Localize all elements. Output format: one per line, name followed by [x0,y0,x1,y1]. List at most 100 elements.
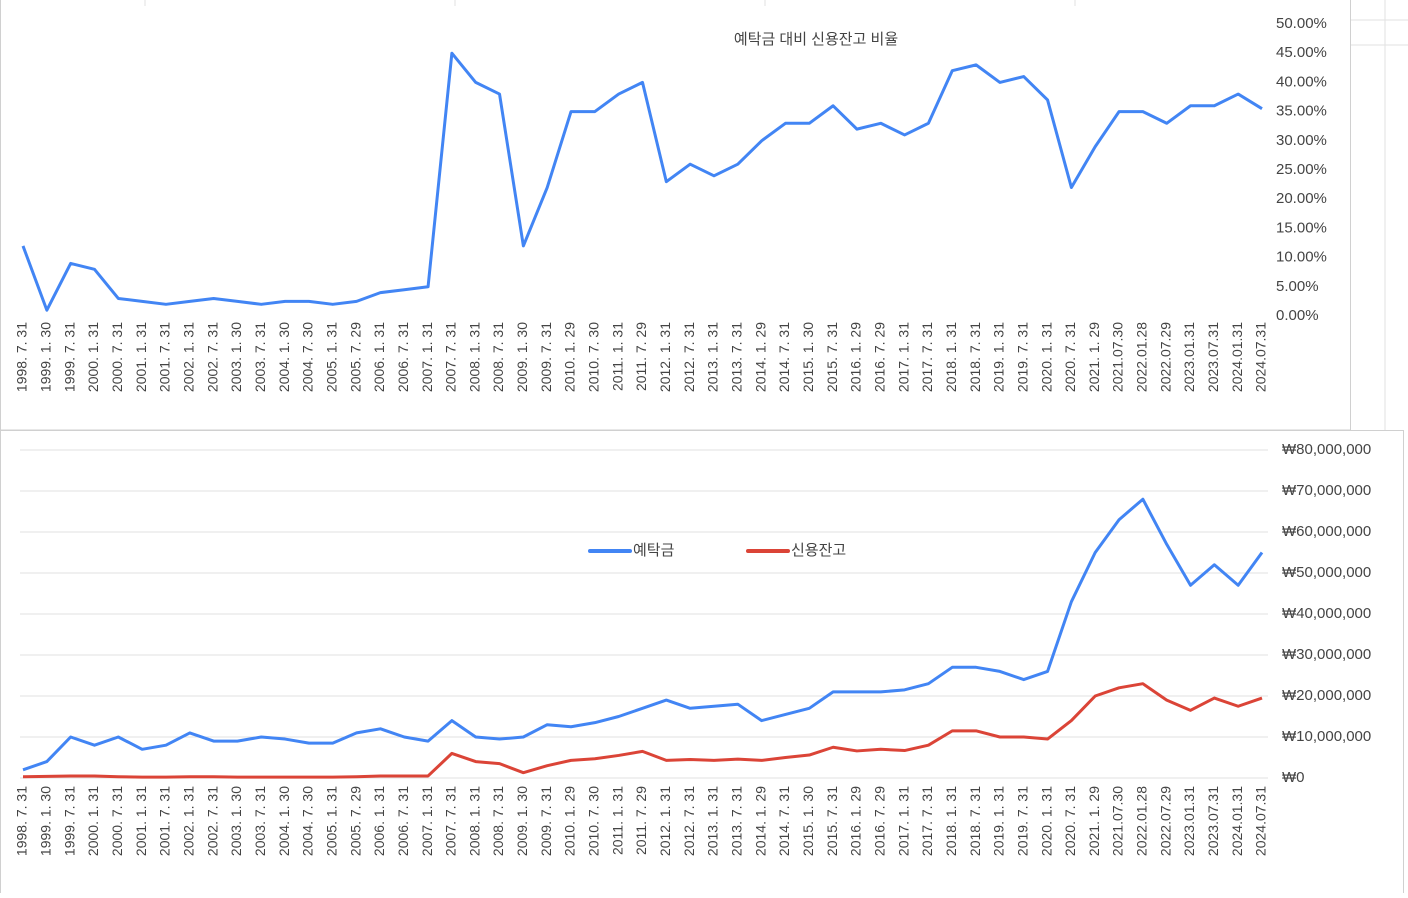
x-tick-label: 2022.07.29 [1157,786,1173,856]
x-tick-label: 2016. 7. 29 [871,322,887,392]
x-tick-label: 2009. 1. 30 [514,322,530,392]
y-tick-label: 30.00% [1276,132,1327,149]
x-tick-label: 2007. 1. 31 [419,322,435,392]
y-tick-label: ₩0 [1282,769,1305,786]
x-tick-label: 2004. 1. 30 [276,786,292,856]
x-tick-label: 2024.01.31 [1229,786,1245,856]
x-tick-label: 2008. 7. 31 [490,322,506,392]
y-tick-label: ₩20,000,000 [1282,687,1371,704]
x-tick-label: 2021.07.30 [1110,322,1126,392]
y-tick-label: 20.00% [1276,190,1327,207]
x-tick-label: 2001. 1. 31 [133,322,149,392]
x-tick-label: 2006. 1. 31 [371,322,387,392]
y-tick-label: ₩30,000,000 [1282,646,1371,663]
data-line [22,682,1263,779]
x-tick-label: 2003. 7. 31 [252,786,268,856]
x-tick-label: 2002. 7. 31 [204,322,220,392]
x-tick-label: 2000. 1. 31 [85,322,101,392]
y-tick-label: 45.00% [1276,44,1327,61]
x-tick-label: 2012. 1. 31 [657,786,673,856]
x-tick-label: 2007. 1. 31 [419,786,435,856]
legend-label: 신용잔고 [791,542,846,559]
x-tick-label: 2022.07.29 [1157,322,1173,392]
y-tick-label: 10.00% [1276,249,1327,266]
x-tick-label: 2023.01.31 [1181,786,1197,856]
x-tick-label: 2012. 1. 31 [657,322,673,392]
y-tick-label: 15.00% [1276,219,1327,236]
x-tick-label: 2014. 1. 29 [752,786,768,856]
x-tick-label: 2016. 7. 29 [871,786,887,856]
data-line [21,51,1263,312]
x-tick-label: 2010. 7. 30 [586,322,602,392]
x-tick-label: 2016. 1. 29 [848,322,864,392]
data-line [22,497,1264,772]
x-tick-label: 1999. 7. 31 [61,322,77,392]
x-tick-label: 2007. 7. 31 [443,786,459,856]
chart-title: 예탁금 대비 신용잔고 비율 [734,31,898,48]
x-tick-label: 2019. 1. 31 [991,786,1007,856]
x-tick-label: 2011. 1. 31 [609,786,625,855]
x-tick-label: 2013. 1. 31 [705,322,721,392]
legend-label: 예탁금 [633,542,675,559]
x-tick-label: 2009. 7. 31 [538,322,554,392]
x-tick-label: 2000. 1. 31 [85,786,101,856]
x-tick-label: 2008. 7. 31 [490,786,506,856]
y-tick-label: ₩50,000,000 [1282,564,1371,581]
y-tick-label: 5.00% [1276,278,1319,295]
x-tick-label: 2011. 1. 31 [609,322,625,391]
x-tick-label: 2010. 1. 29 [562,786,578,856]
x-tick-label: 2021.07.30 [1110,786,1126,856]
x-tick-label: 2013. 1. 31 [705,786,721,856]
x-tick-label: 2017. 7. 31 [919,786,935,856]
x-tick-label: 2004. 1. 30 [276,322,292,392]
x-tick-label: 2018. 1. 31 [943,322,959,392]
x-tick-label: 2021. 1. 29 [1086,786,1102,856]
x-tick-label: 2008. 1. 31 [466,786,482,856]
x-tick-label: 2008. 1. 31 [466,322,482,392]
y-tick-label: ₩70,000,000 [1282,482,1371,499]
x-tick-label: 2003. 1. 30 [228,786,244,856]
x-tick-label: 2004. 7. 30 [300,322,316,392]
y-tick-label: ₩40,000,000 [1282,605,1371,622]
x-tick-label: 2002. 7. 31 [204,786,220,856]
x-tick-label: 2000. 7. 31 [109,786,125,856]
y-tick-label: 40.00% [1276,73,1327,90]
x-tick-label: 2000. 7. 31 [109,322,125,392]
x-tick-label: 2002. 1. 31 [180,786,196,856]
x-tick-label: 2016. 1. 29 [848,786,864,856]
x-tick-label: 2024.07.31 [1253,322,1269,392]
x-tick-label: 2019. 1. 31 [991,322,1007,392]
x-tick-label: 2020. 7. 31 [1062,322,1078,392]
x-tick-label: 2022.01.28 [1134,786,1150,856]
x-tick-label: 2021. 1. 29 [1086,322,1102,392]
x-tick-label: 2010. 1. 29 [562,322,578,392]
x-tick-label: 2005. 1. 31 [323,322,339,392]
y-tick-label: 35.00% [1276,103,1327,120]
x-tick-label: 2012. 7. 31 [681,322,697,392]
x-tick-label: 2011. 7. 29 [633,322,649,391]
x-tick-label: 2018. 1. 31 [943,786,959,856]
x-tick-label: 2006. 7. 31 [395,786,411,856]
x-tick-label: 2009. 1. 30 [514,786,530,856]
y-tick-label: ₩10,000,000 [1282,728,1371,745]
y-tick-label: 25.00% [1276,161,1327,178]
x-tick-label: 2001. 1. 31 [133,786,149,856]
x-tick-label: 2023.07.31 [1205,322,1221,392]
x-tick-label: 2019. 7. 31 [1014,322,1030,392]
x-tick-label: 2022.01.28 [1134,322,1150,392]
x-tick-label: 2018. 7. 31 [967,322,983,392]
x-tick-label: 2015. 7. 31 [824,786,840,856]
x-tick-label: 2014. 1. 29 [752,322,768,392]
x-tick-label: 2010. 7. 30 [586,786,602,856]
x-tick-label: 2023.01.31 [1181,322,1197,392]
x-tick-label: 2009. 7. 31 [538,786,554,856]
x-tick-label: 2019. 7. 31 [1014,786,1030,856]
x-tick-label: 2020. 1. 31 [1038,322,1054,392]
x-tick-label: 2006. 1. 31 [371,786,387,856]
x-tick-label: 2005. 7. 29 [347,786,363,856]
x-tick-label: 1998. 7. 31 [14,786,30,856]
x-tick-label: 2020. 1. 31 [1038,786,1054,856]
x-tick-label: 2004. 7. 30 [300,786,316,856]
x-tick-label: 2003. 1. 30 [228,322,244,392]
